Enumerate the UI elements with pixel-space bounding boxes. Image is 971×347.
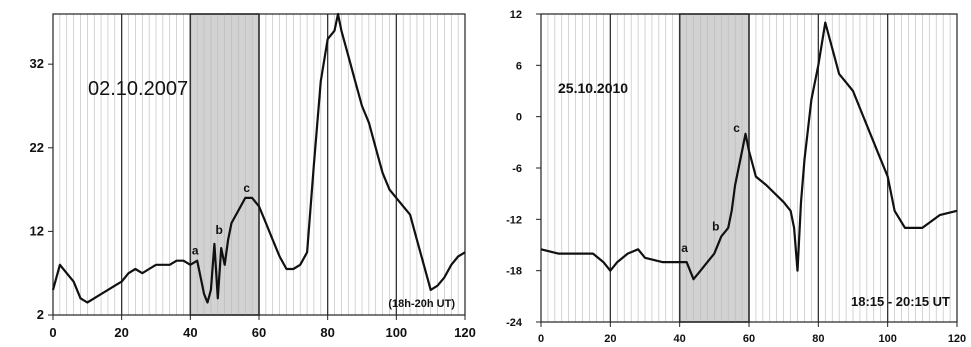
x-tick-label: 80 — [320, 325, 334, 340]
point-label-b: b — [216, 223, 223, 237]
x-tick-label: 100 — [878, 333, 896, 345]
x-tick-label: 120 — [454, 325, 476, 340]
y-tick-label: -24 — [506, 317, 523, 329]
x-tick-label: 0 — [49, 325, 56, 340]
point-label-c: c — [733, 121, 740, 135]
y-tick-label: 12 — [510, 9, 522, 21]
series-line-1 — [540, 21, 958, 281]
point-label-a: a — [681, 241, 688, 255]
y-tick-label: 0 — [516, 112, 522, 124]
point-label-a: a — [192, 244, 199, 258]
time-range-label: 18:15 - 20:15 UT — [851, 294, 950, 309]
chart-panel-1: 0 20 40 60 80 100 120 2 12 22 32 a b c 02.10.2007 (18h-… — [30, 12, 476, 340]
x-tick-label: 40 — [183, 325, 197, 340]
y-tick-label: 6 — [516, 60, 522, 72]
x-tick-label: 0 — [538, 333, 544, 345]
x-tick-label: 20 — [114, 325, 128, 340]
series-line-1 — [51, 12, 466, 304]
x-tick-label: 60 — [743, 333, 755, 345]
x-tick-label: 100 — [385, 325, 407, 340]
point-label-c: c — [243, 181, 250, 195]
y-tick-label: 12 — [30, 223, 44, 238]
y-tick-label: -6 — [512, 163, 522, 175]
y-tick-label: 2 — [37, 307, 44, 322]
y-tick-label: 22 — [30, 140, 44, 155]
date-label: 25.10.2010 — [558, 80, 628, 96]
y-tick-label: -18 — [506, 266, 522, 278]
time-range-label: (18h-20h UT) — [388, 298, 455, 310]
x-tick-label: 40 — [674, 333, 686, 345]
y-tick-label: -12 — [506, 214, 522, 226]
chart-panel-2: 0 20 40 60 80 100 1201260-6-12-18-24abc25.10.2… — [506, 9, 966, 345]
x-tick-label: 60 — [252, 325, 266, 340]
point-label-b: b — [712, 219, 719, 233]
x-tick-label: 80 — [812, 333, 824, 345]
y-tick-label: 32 — [30, 56, 44, 71]
date-label: 02.10.2007 — [88, 78, 188, 100]
x-tick-label: 120 — [948, 333, 966, 345]
x-tick-label: 20 — [604, 333, 616, 345]
